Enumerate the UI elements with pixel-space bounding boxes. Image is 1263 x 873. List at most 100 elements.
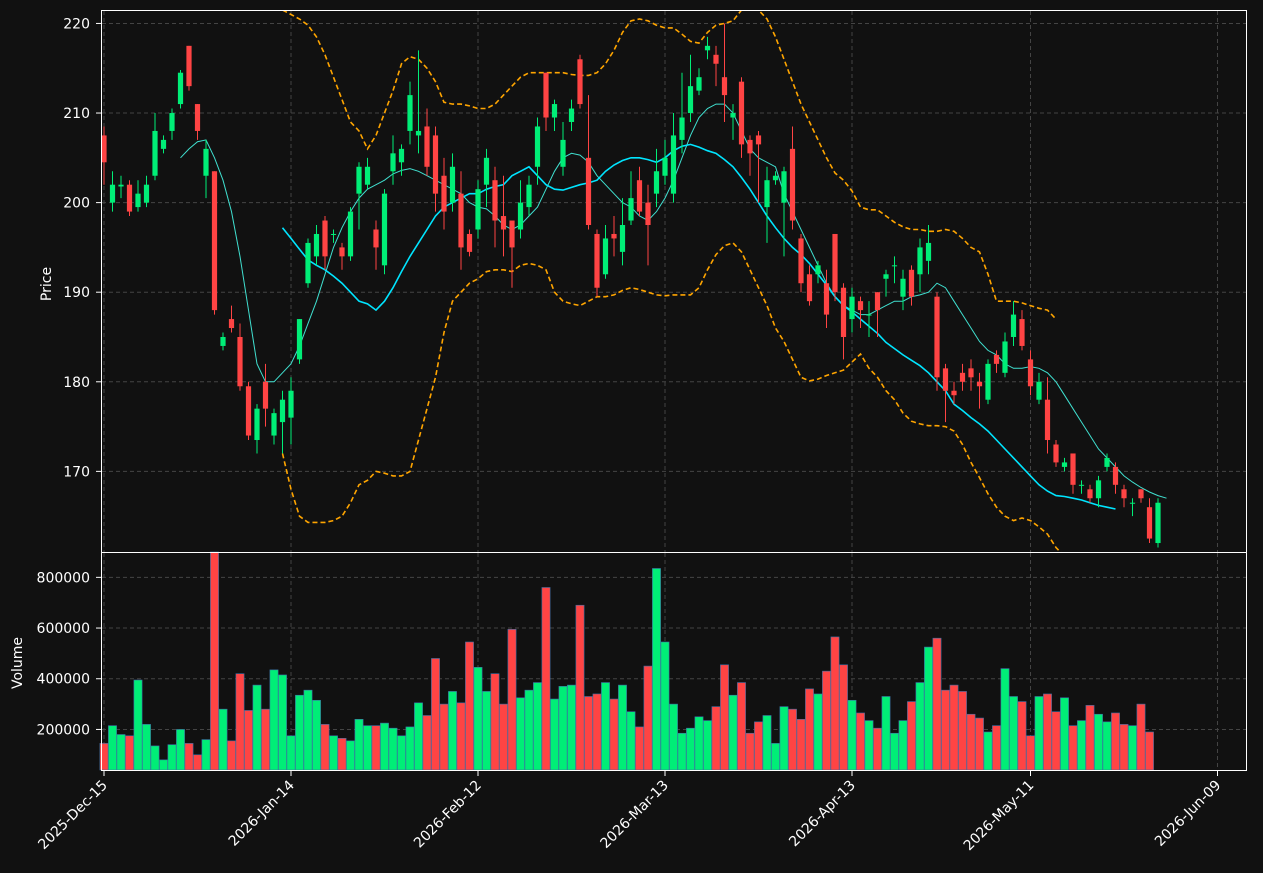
volume-bar xyxy=(312,700,320,770)
candle-body xyxy=(611,234,616,238)
volume-bar xyxy=(1120,724,1128,770)
volume-bar xyxy=(593,694,601,770)
candle-body xyxy=(654,171,659,193)
volume-bar xyxy=(720,665,728,770)
price-series xyxy=(181,10,1167,557)
volume-bar xyxy=(907,702,915,770)
candle-body xyxy=(1096,480,1101,498)
volume-bar xyxy=(431,658,439,770)
volume-bar xyxy=(1137,704,1145,770)
volume-bar xyxy=(542,587,550,770)
volume-bar xyxy=(686,728,694,770)
volume-bar xyxy=(882,696,890,770)
volume-bar xyxy=(440,704,448,770)
candle-body xyxy=(1045,400,1050,440)
candle-body xyxy=(220,337,225,346)
volume-bar xyxy=(1043,694,1051,770)
candle-body xyxy=(645,203,650,225)
volume-bar xyxy=(533,683,541,770)
volume-bar xyxy=(746,733,754,770)
volume-bar xyxy=(924,647,932,770)
volume-bar xyxy=(754,722,762,770)
volume-bar xyxy=(941,690,949,770)
candle-body xyxy=(297,319,302,359)
volume-bar xyxy=(933,638,941,770)
candle-body xyxy=(951,391,956,395)
candle-body xyxy=(858,301,863,310)
candle-body xyxy=(832,234,837,292)
volume-bar xyxy=(1086,705,1094,770)
candle-body xyxy=(790,149,795,221)
candle-body xyxy=(288,391,293,418)
candle-body xyxy=(781,171,786,202)
candle-body xyxy=(314,234,319,256)
volume-bar xyxy=(950,685,958,770)
candle-body xyxy=(705,46,710,50)
volume-bar xyxy=(729,695,737,770)
volume-bar xyxy=(236,674,244,770)
volume-bar xyxy=(584,696,592,770)
volume-bar xyxy=(244,710,252,770)
candle-body xyxy=(1053,444,1058,462)
volume-bar xyxy=(295,695,303,770)
x-tick-label: 2026-Feb-12 xyxy=(411,778,485,852)
volume-bar xyxy=(261,709,269,770)
price-tick-label: 170 xyxy=(63,464,90,480)
volume-bar xyxy=(567,685,575,770)
candle-body xyxy=(152,131,157,176)
candle-body xyxy=(866,315,871,316)
candle-body xyxy=(756,135,761,144)
candle-body xyxy=(458,194,463,248)
candle-body xyxy=(484,158,489,185)
volume-bar xyxy=(916,683,924,770)
volume-bar xyxy=(975,718,983,770)
volume-bar xyxy=(899,721,907,770)
volume-bar xyxy=(822,671,830,770)
candle-body xyxy=(926,243,931,261)
candle-body xyxy=(815,265,820,274)
volume-bar xyxy=(848,700,856,770)
candle-body xyxy=(229,319,234,328)
candle-body xyxy=(1147,507,1152,538)
volume-bar xyxy=(168,745,176,770)
candle-body xyxy=(186,46,191,86)
x-tick-label: 2026-Apr-13 xyxy=(786,778,859,851)
candle-body xyxy=(1011,315,1016,337)
candle-body xyxy=(280,400,285,422)
price-tick-label: 180 xyxy=(63,375,90,391)
volume-bar xyxy=(448,691,456,770)
candle-body xyxy=(603,238,608,274)
candle-body xyxy=(424,126,429,166)
candle-body xyxy=(450,167,455,203)
candle-body xyxy=(917,247,922,274)
volume-bar xyxy=(406,727,414,770)
candle-body xyxy=(696,77,701,90)
candle-body xyxy=(1113,467,1118,485)
candle-body xyxy=(135,194,140,207)
candle-body xyxy=(1028,359,1033,386)
volume-bar xyxy=(635,727,643,770)
volume-bar xyxy=(1077,721,1085,770)
x-tick-label: 2026-May-11 xyxy=(961,778,1038,855)
candle-body xyxy=(254,409,259,440)
volume-bar xyxy=(814,694,822,770)
candle-body xyxy=(271,413,276,435)
candle-body xyxy=(560,140,565,167)
volume-bar xyxy=(1111,713,1119,770)
candle-body xyxy=(518,203,523,230)
candle-body xyxy=(348,212,353,257)
volume-bar xyxy=(805,689,813,770)
volume-bar xyxy=(601,683,609,770)
candle-body xyxy=(1130,503,1135,504)
candle-body xyxy=(433,135,438,193)
volume-bar xyxy=(270,670,278,770)
volume-bar xyxy=(134,680,142,770)
volume-bar xyxy=(1001,669,1009,770)
x-tick-label: 2026-Jun-09 xyxy=(1152,778,1224,850)
candle-body xyxy=(747,140,752,153)
volume-bar xyxy=(559,686,567,770)
candle-body xyxy=(441,176,446,212)
volume-bar xyxy=(389,728,397,770)
price-tick-label: 220 xyxy=(63,16,90,32)
